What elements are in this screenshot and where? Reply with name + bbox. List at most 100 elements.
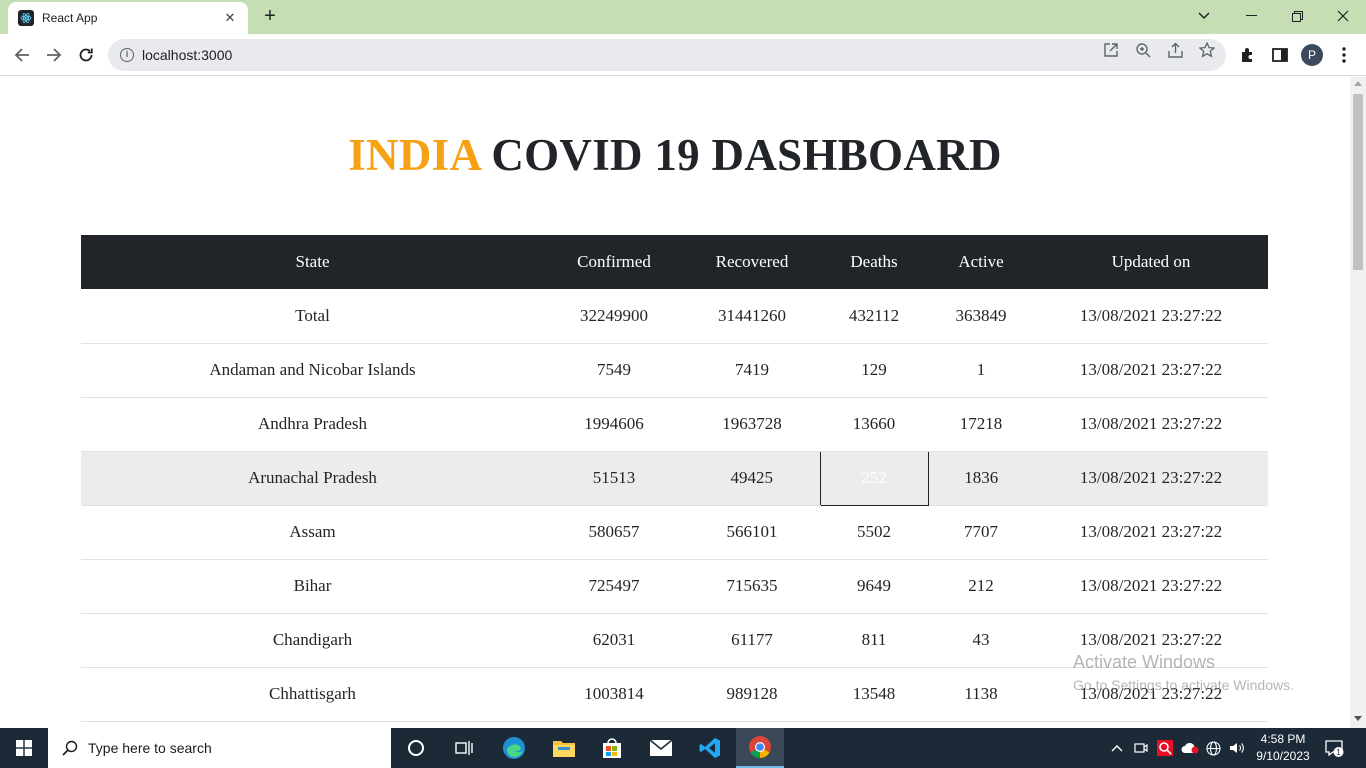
edge-icon[interactable]: [490, 728, 538, 768]
scrollbar-thumb[interactable]: [1353, 94, 1363, 270]
cell-confirmed: 580657: [544, 505, 684, 560]
task-view-icon[interactable]: [440, 728, 488, 768]
page-scrollbar[interactable]: [1350, 77, 1366, 728]
cell-deaths: 9649: [820, 559, 928, 614]
tab-search-chevron-icon[interactable]: [1181, 0, 1227, 32]
browser-toolbar: i localhost:3000 P: [0, 34, 1366, 76]
cell-active: 212: [928, 559, 1034, 614]
scroll-down-arrow-icon[interactable]: [1354, 716, 1362, 721]
page-title-accent: INDIA: [348, 130, 480, 180]
cell-state: Bihar: [81, 559, 544, 614]
cell-deaths: 811: [820, 613, 928, 668]
column-header-updated[interactable]: Updated on: [1034, 235, 1268, 289]
cell-updated: 13/08/2021 23:27:22: [1034, 451, 1268, 506]
column-header-active[interactable]: Active: [928, 235, 1034, 289]
scroll-up-arrow-icon[interactable]: [1354, 81, 1362, 86]
volume-icon[interactable]: [1227, 728, 1247, 768]
page-viewport: INDIA COVID 19 DASHBOARD State Confirmed…: [0, 77, 1350, 728]
column-header-confirmed[interactable]: Confirmed: [544, 235, 684, 289]
cell-active: 7707: [928, 505, 1034, 560]
cell-deaths: 13548: [820, 667, 928, 722]
open-in-app-icon[interactable]: [1103, 42, 1119, 58]
show-hidden-icons-chevron-icon[interactable]: [1108, 728, 1126, 768]
store-icon[interactable]: [588, 728, 636, 768]
cell-active: 43: [928, 613, 1034, 668]
back-arrow-icon[interactable]: [10, 43, 34, 67]
cell-updated: 13/08/2021 23:27:22: [1034, 289, 1268, 344]
taskbar-clock[interactable]: 4:58 PM 9/10/2023: [1252, 731, 1314, 765]
mail-icon[interactable]: [637, 728, 685, 768]
react-favicon-icon: [18, 10, 34, 26]
vscode-icon[interactable]: [686, 728, 734, 768]
column-header-recovered[interactable]: Recovered: [684, 235, 820, 289]
site-info-icon[interactable]: i: [120, 48, 134, 62]
cell-updated: 13/08/2021 23:27:22: [1034, 667, 1268, 722]
tab-title: React App: [42, 11, 98, 25]
table-row[interactable]: Bihar 725497 715635 9649 212 13/08/2021 …: [81, 559, 1268, 614]
table-row[interactable]: Andhra Pradesh 1994606 1963728 13660 172…: [81, 397, 1268, 452]
table-row[interactable]: Assam 580657 566101 5502 7707 13/08/2021…: [81, 505, 1268, 560]
share-icon[interactable]: [1167, 42, 1183, 58]
address-bar[interactable]: i localhost:3000: [108, 39, 1226, 71]
taskbar-search-box[interactable]: Type here to search: [48, 728, 391, 768]
covid-table: State Confirmed Recovered Deaths Active …: [81, 235, 1268, 722]
antivirus-icon[interactable]: [1156, 728, 1174, 768]
cell-confirmed: 7549: [544, 343, 684, 398]
cell-updated: 13/08/2021 23:27:22: [1034, 397, 1268, 452]
cell-confirmed: 32249900: [544, 289, 684, 344]
column-header-state[interactable]: State: [81, 235, 544, 289]
search-placeholder: Type here to search: [88, 740, 212, 756]
more-menu-icon[interactable]: [1335, 46, 1353, 64]
browser-tab[interactable]: React App ✕: [8, 2, 248, 34]
cell-state: Chhattisgarh: [81, 667, 544, 722]
profile-avatar[interactable]: P: [1301, 44, 1323, 66]
cell-state: Andhra Pradesh: [81, 397, 544, 452]
page-title-rest: COVID 19 DASHBOARD: [479, 130, 1002, 180]
cell-updated: 13/08/2021 23:27:22: [1034, 343, 1268, 398]
onedrive-icon[interactable]: [1180, 728, 1200, 768]
network-globe-icon[interactable]: [1204, 728, 1222, 768]
restore-button[interactable]: [1274, 0, 1320, 32]
search-icon: [62, 740, 78, 756]
chrome-icon[interactable]: [736, 728, 784, 768]
notification-center-icon[interactable]: 1: [1318, 728, 1350, 768]
cell-active: 363849: [928, 289, 1034, 344]
forward-arrow-icon[interactable]: [42, 43, 66, 67]
cell-confirmed: 725497: [544, 559, 684, 614]
table-row[interactable]: Andaman and Nicobar Islands 7549 7419 12…: [81, 343, 1268, 398]
meet-now-icon[interactable]: [1132, 728, 1150, 768]
windows-start-icon[interactable]: [0, 728, 48, 768]
cell-state: Chandigarh: [81, 613, 544, 668]
side-panel-icon[interactable]: [1271, 46, 1289, 64]
minimize-button[interactable]: [1228, 0, 1274, 32]
close-tab-icon[interactable]: ✕: [224, 10, 236, 25]
table-row[interactable]: Chandigarh 62031 61177 811 43 13/08/2021…: [81, 613, 1268, 668]
table-row[interactable]: Total 32249900 31441260 432112 363849 13…: [81, 289, 1268, 344]
activate-windows-watermark: Activate Windows Go to Settings to activ…: [1073, 652, 1294, 693]
cell-active: 1836: [928, 451, 1034, 506]
cell-state: Arunachal Pradesh: [81, 451, 544, 506]
bookmark-star-icon[interactable]: [1199, 42, 1215, 58]
zoom-icon[interactable]: [1135, 42, 1151, 58]
file-explorer-icon[interactable]: [540, 728, 588, 768]
cell-active: 1138: [928, 667, 1034, 722]
reload-icon[interactable]: [74, 43, 98, 67]
cell-state: Andaman and Nicobar Islands: [81, 343, 544, 398]
cell-recovered: 989128: [684, 667, 820, 722]
table-row-hovered[interactable]: Arunachal Pradesh 51513 49425 252 1836 1…: [81, 450, 1268, 506]
cell-recovered: 1963728: [684, 397, 820, 452]
cell-recovered: 566101: [684, 505, 820, 560]
cell-deaths-highlighted[interactable]: 252: [819, 450, 929, 506]
cell-recovered: 715635: [684, 559, 820, 614]
extensions-puzzle-icon[interactable]: [1239, 46, 1257, 64]
close-window-button[interactable]: [1320, 0, 1366, 32]
watermark-subtitle: Go to Settings to activate Windows.: [1073, 677, 1294, 693]
cell-confirmed: 1994606: [544, 397, 684, 452]
table-row[interactable]: Chhattisgarh 1003814 989128 13548 1138 1…: [81, 667, 1268, 722]
new-tab-button[interactable]: +: [264, 5, 276, 27]
column-header-deaths[interactable]: Deaths: [820, 235, 928, 289]
watermark-title: Activate Windows: [1073, 652, 1216, 672]
cell-updated: 13/08/2021 23:27:22: [1034, 505, 1268, 560]
windows-taskbar: Type here to search: [0, 728, 1366, 768]
cortana-icon[interactable]: [392, 728, 440, 768]
